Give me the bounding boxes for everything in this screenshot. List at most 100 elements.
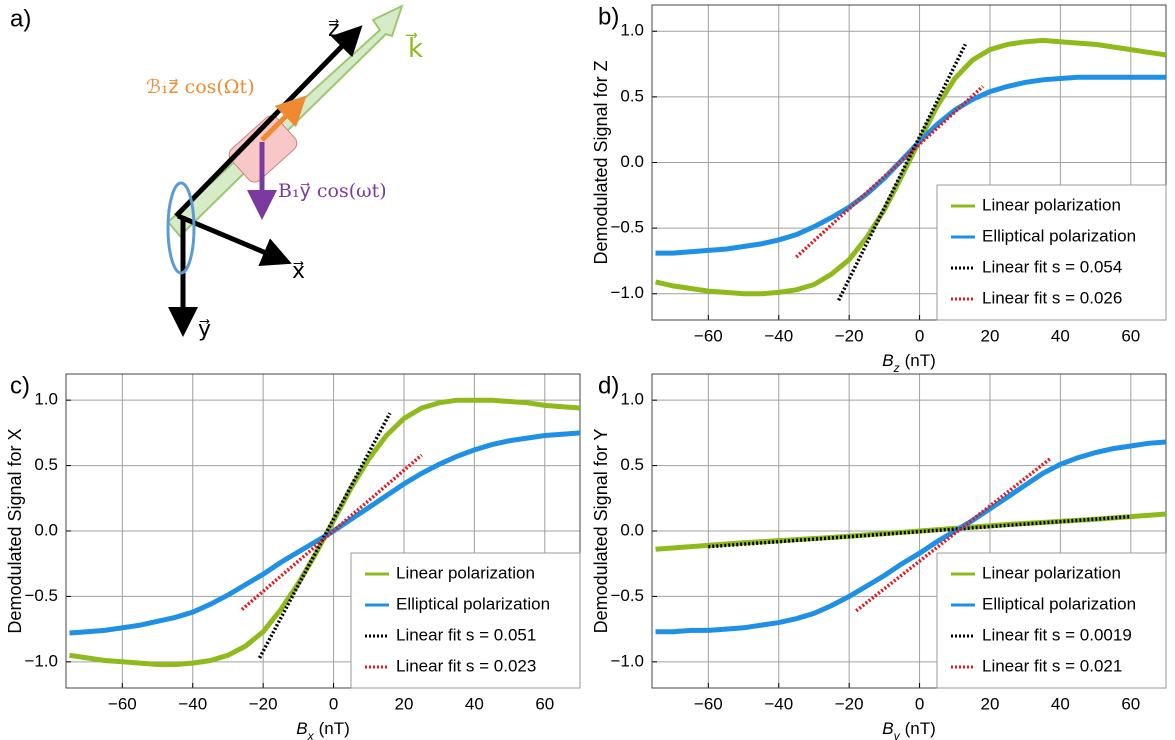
x-label-sub: y	[893, 729, 901, 740]
x-label-var: B	[296, 719, 307, 738]
z-axis-arrow	[174, 25, 363, 218]
y-tick-label: 0.0	[620, 520, 644, 539]
x-tick-label: 20	[981, 694, 1000, 713]
y-tick-label: 1.0	[620, 390, 644, 409]
legend-label: Linear fit s = 0.023	[396, 656, 536, 675]
plot-area	[69, 397, 580, 667]
plot-area	[655, 439, 1166, 635]
data-line	[855, 457, 1051, 613]
y-tick-label: −1.0	[24, 651, 58, 670]
legend-box	[936, 552, 1167, 689]
diagram-label: x⃗	[292, 259, 305, 284]
legend: Linear polarization Elliptical polarizati…	[350, 552, 581, 689]
y-tick-label: 0.0	[34, 520, 58, 539]
x-tick-label: 0	[329, 694, 338, 713]
x-label-sub: z	[893, 361, 900, 375]
x-label-unit: (nT)	[905, 719, 936, 738]
data-line	[240, 453, 423, 611]
diagram-label: k⃗	[405, 32, 423, 64]
y-tick-label: −0.5	[610, 218, 644, 237]
diagram-label: y⃗	[198, 317, 211, 342]
y-tick-label: 0.5	[620, 455, 644, 474]
y-tick-label: 0.5	[34, 455, 58, 474]
x-tick-label: −40	[764, 694, 793, 713]
y-axis-label: Demodulated Signal for Y	[591, 429, 611, 634]
legend-label: Elliptical polarization	[396, 594, 550, 613]
field-arrow	[260, 95, 307, 142]
x-label-var: B	[882, 351, 893, 370]
x-tick-label: −20	[835, 326, 864, 345]
data-line	[69, 430, 580, 636]
diagram-label: ℬ₁z⃗ cos(Ωt)	[146, 76, 255, 98]
panel-label: b)	[598, 3, 619, 30]
legend-label: Elliptical polarization	[982, 594, 1136, 613]
data-line	[655, 511, 1166, 552]
panel-label: c)	[10, 372, 30, 399]
x-tick-label: 60	[1121, 694, 1140, 713]
x-tick-label: 20	[395, 694, 414, 713]
x-label-unit: (nT)	[905, 351, 936, 370]
legend-label: Linear polarization	[396, 563, 535, 582]
x-tick-label: 40	[465, 694, 484, 713]
diagram: a) z⃗ k⃗ ℬ₁z⃗ cos(Ωt) B₁y⃗ cos(ωt) x⃗ y⃗	[10, 4, 423, 342]
x-axis-label: Bz (nT)	[882, 351, 936, 375]
x-label-sub: x	[307, 729, 315, 740]
legend-label: Linear polarization	[982, 563, 1121, 582]
chart: d) −60 −40 −20 0 20 40 60 −1.0 −0.5 0.0 0.5 1.0 Demod…	[591, 372, 1167, 740]
y-tick-label: −1.0	[610, 651, 644, 670]
data-line	[655, 439, 1166, 635]
x-tick-label: −60	[108, 694, 137, 713]
x-tick-label: 60	[1121, 326, 1140, 345]
y-tick-label: 1.0	[620, 21, 644, 40]
plot-area	[654, 37, 1166, 302]
legend-label: Linear polarization	[982, 195, 1121, 214]
legend-box	[936, 184, 1167, 321]
plot-frame	[651, 373, 1167, 689]
legend-label: Linear fit s = 0.0019	[982, 625, 1132, 644]
x-tick-label: −40	[178, 694, 207, 713]
x-label-var: B	[882, 719, 893, 738]
y-tick-label: −1.0	[610, 283, 644, 302]
plot-frame	[65, 373, 581, 689]
panel-label: a)	[10, 5, 31, 32]
x-tick-label: 20	[981, 326, 1000, 345]
x-tick-label: −20	[835, 694, 864, 713]
x-tick-label: −40	[764, 326, 793, 345]
legend: Linear polarization Elliptical polarizati…	[936, 552, 1167, 689]
legend-label: Elliptical polarization	[982, 226, 1136, 245]
legend-label: Linear fit s = 0.054	[982, 257, 1122, 276]
data-line	[837, 43, 967, 302]
polarization-ellipse	[166, 181, 196, 275]
x-tick-label: 60	[535, 694, 554, 713]
legend-label: Linear fit s = 0.021	[982, 656, 1122, 675]
x-tick-label: −60	[694, 326, 723, 345]
x-axis-label: Bx (nT)	[296, 719, 350, 740]
chart: b) −60 −40 −20 0 20 40 60 −1.0 −0.5 0.0 0.5 1.0 Demod…	[591, 3, 1167, 375]
y-tick-label: 0.5	[620, 86, 644, 105]
legend: Linear polarization Elliptical polarizati…	[936, 184, 1167, 321]
legend-box	[350, 552, 581, 689]
y-tick-label: 0.0	[620, 152, 644, 171]
legend-label: Linear fit s = 0.026	[982, 288, 1122, 307]
x-axis-label: By (nT)	[882, 719, 936, 740]
data-line	[708, 514, 1131, 549]
y-tick-label: 1.0	[34, 390, 58, 409]
data-line	[654, 37, 1166, 297]
y-tick-label: −0.5	[24, 586, 58, 605]
diagram-label: z⃗	[328, 17, 340, 42]
x-tick-label: 0	[915, 694, 924, 713]
y-tick-label: −0.5	[610, 586, 644, 605]
x-tick-label: −60	[694, 694, 723, 713]
x-tick-label: 40	[1051, 326, 1070, 345]
legend-label: Linear fit s = 0.051	[396, 625, 536, 644]
chart: c) −60 −40 −20 0 20 40 60 −1.0 −0.5 0.0 0.5 1.0 Demod…	[5, 372, 581, 740]
y-axis-label: Demodulated Signal for X	[5, 428, 25, 633]
plot-frame	[651, 4, 1167, 321]
panel-label: d)	[598, 372, 619, 399]
diagram-label: B₁y⃗ cos(ωt)	[278, 180, 387, 202]
y-axis-label: Demodulated Signal for Z	[591, 60, 611, 264]
x-tick-label: −20	[249, 694, 278, 713]
x-tick-label: 40	[1051, 694, 1070, 713]
x-tick-label: 0	[915, 326, 924, 345]
